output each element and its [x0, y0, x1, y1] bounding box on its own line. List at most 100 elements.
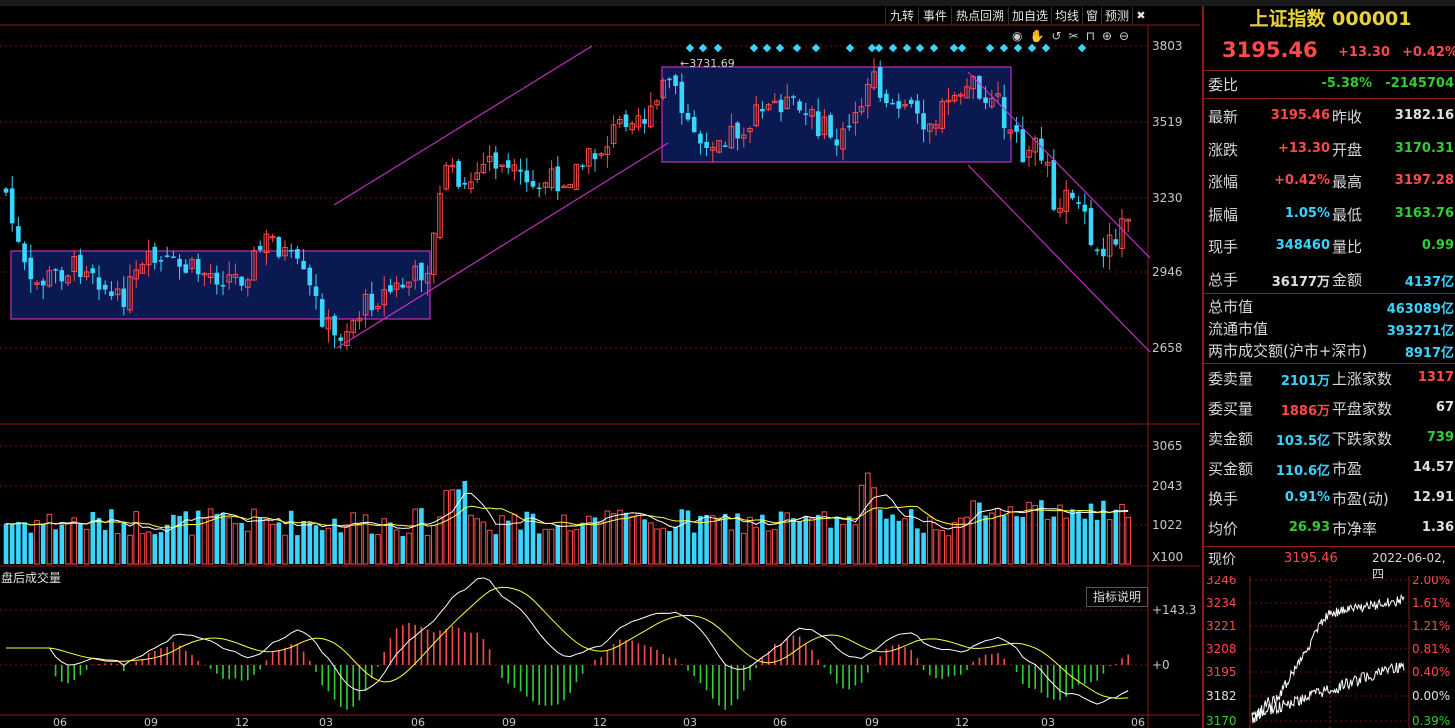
- event-marker: [1041, 43, 1051, 53]
- candle-body: [1014, 125, 1019, 132]
- undo-icon[interactable]: ↺: [1051, 29, 1069, 43]
- candle-body: [3, 188, 9, 193]
- volume-ma10: [5, 505, 1129, 528]
- stat-value: 1886万: [1280, 404, 1330, 419]
- mini-pct-tick: 0.00%: [1412, 689, 1450, 703]
- volume-bar: [753, 526, 760, 565]
- tab-hotspot-review[interactable]: 热点回溯: [951, 7, 1008, 25]
- zoom-in-icon[interactable]: ⊕: [1101, 29, 1119, 43]
- candle-body: [890, 102, 895, 105]
- candle-body: [313, 286, 319, 297]
- stat-value: 110.6亿: [1275, 464, 1330, 479]
- weibi-value: -2145704: [1385, 76, 1454, 91]
- volume-bar: [449, 489, 456, 565]
- volume-bar: [518, 529, 523, 564]
- scissors-icon[interactable]: ✂: [1068, 29, 1086, 43]
- cap-value: 393271亿: [1386, 324, 1454, 339]
- volume-bar: [1113, 509, 1119, 564]
- volume-bar: [214, 513, 220, 564]
- candle-body: [710, 146, 716, 151]
- volume-bar: [59, 524, 65, 564]
- mini-pct-tick: 1.21%: [1412, 619, 1450, 633]
- hand-icon[interactable]: ✋: [1029, 29, 1052, 43]
- indicator-help-button[interactable]: 指标说明: [1086, 587, 1148, 607]
- candle-body: [102, 284, 108, 290]
- candle-body: [325, 317, 332, 330]
- tab-add-watchlist[interactable]: 加自选: [1008, 7, 1051, 25]
- tab-forecast[interactable]: 预测: [1101, 7, 1132, 25]
- tab-jiuzhuan[interactable]: 九转: [885, 7, 918, 25]
- candle-body: [530, 181, 536, 187]
- xianjia-label: 现价: [1208, 552, 1236, 568]
- volume-bar: [747, 516, 753, 565]
- cap-value: 463089亿: [1386, 302, 1454, 317]
- close-icon[interactable]: ✖: [1132, 7, 1149, 25]
- tab-window[interactable]: 窗: [1082, 7, 1101, 25]
- volume-bar: [1101, 500, 1106, 564]
- candle-body: [629, 123, 636, 131]
- volume-bar: [884, 518, 889, 564]
- stat-value: 2101万: [1280, 374, 1330, 389]
- candle-body: [673, 75, 678, 87]
- candle-body: [1094, 249, 1100, 252]
- volume-bar: [1070, 509, 1075, 564]
- tab-moving-average[interactable]: 均线: [1051, 7, 1082, 25]
- volume-bar: [580, 522, 585, 564]
- candle-body: [59, 270, 65, 282]
- volume-bar: [325, 527, 332, 565]
- candle-body: [375, 305, 381, 310]
- candle-body: [915, 100, 920, 114]
- candle-body: [232, 273, 239, 278]
- month-tick: 06: [411, 716, 425, 728]
- candle-body: [698, 133, 703, 144]
- candle-body: [1113, 239, 1119, 245]
- candle-body: [617, 118, 623, 125]
- volume-bar: [784, 512, 791, 565]
- mini-pct-tick: 0.40%: [1412, 665, 1450, 679]
- volume-bar: [939, 530, 946, 565]
- volume-bar: [667, 531, 672, 564]
- volume-bar: [902, 518, 908, 565]
- candle-body: [610, 124, 617, 145]
- volume-bar: [232, 523, 239, 565]
- volume-bar: [977, 502, 982, 564]
- zoom-out-icon[interactable]: ⊖: [1119, 29, 1137, 43]
- volume-bar: [858, 484, 865, 565]
- event-marker: [775, 43, 785, 53]
- lock-icon[interactable]: ⊓: [1085, 29, 1102, 43]
- candle-body: [939, 100, 946, 129]
- volume-bar: [276, 522, 282, 564]
- candle-body: [16, 226, 21, 242]
- volume-bar: [53, 529, 58, 564]
- candle-body: [1001, 97, 1007, 129]
- event-marker: [713, 43, 723, 53]
- kline-chart[interactable]: 3803 3519 3230 2946 2658 3065 2043 1022 X100 +143…: [0, 0, 1200, 728]
- quote-label: 总手: [1208, 270, 1239, 289]
- volume-bar: [765, 530, 772, 565]
- volume-bar: [890, 514, 895, 564]
- candle-body: [338, 337, 344, 341]
- candle-body: [945, 99, 952, 103]
- candle-body: [772, 100, 778, 104]
- candle-body: [741, 134, 747, 139]
- candle-body: [319, 299, 325, 327]
- volume-bar: [530, 513, 536, 564]
- volume-bar: [840, 523, 846, 565]
- candle-body: [648, 105, 654, 128]
- candle-body: [1044, 161, 1051, 166]
- candle-body: [1119, 218, 1125, 249]
- intraday-chart[interactable]: 3246 2.00% 3234 1.61% 3221 1.21% 3208 0.81% 3195…: [1202, 576, 1455, 728]
- volume-bar: [195, 510, 201, 564]
- volume-bar: [896, 520, 902, 564]
- eye-icon[interactable]: ◉: [1012, 29, 1030, 43]
- volume-tick: 2043: [1152, 479, 1183, 493]
- tab-events[interactable]: 事件: [918, 7, 951, 25]
- candle-body: [555, 166, 561, 192]
- volume-bar: [443, 490, 449, 565]
- volume-bar: [437, 516, 443, 565]
- volume-bar: [846, 516, 852, 564]
- volume-bar: [548, 528, 555, 565]
- candle-body: [201, 272, 208, 276]
- candle-body: [474, 172, 480, 180]
